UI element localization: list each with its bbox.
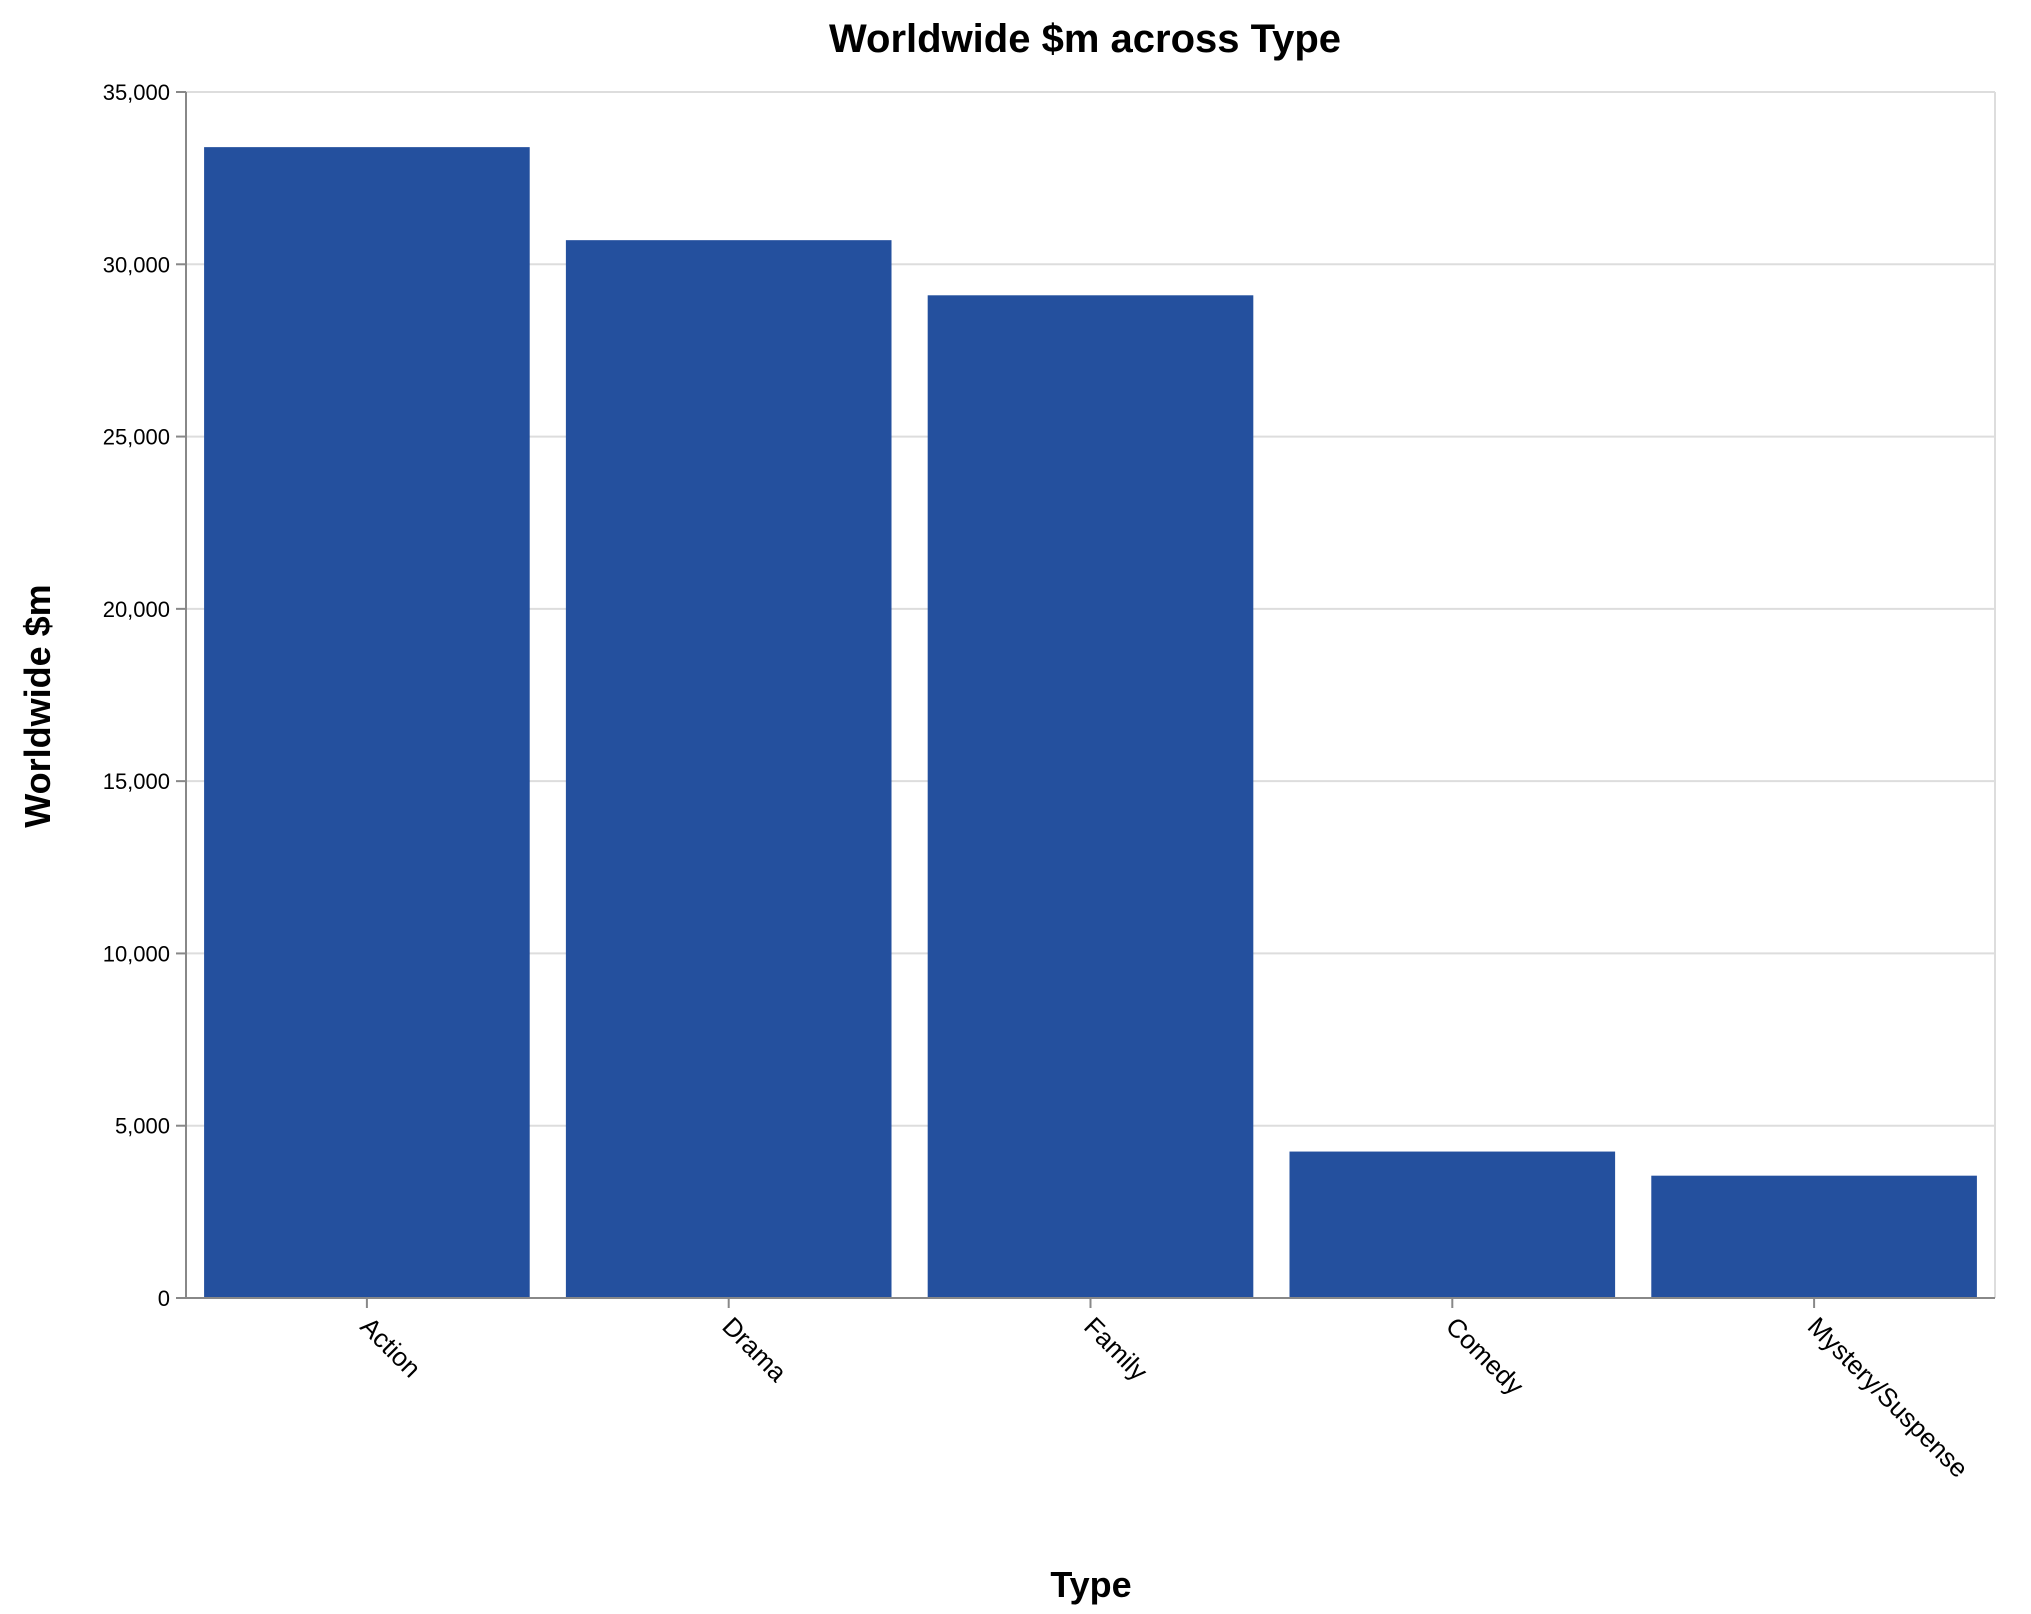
y-tick-label: 10,000 <box>103 941 170 966</box>
bar-family[interactable] <box>927 295 1254 1299</box>
chart-title: Worldwide $m across Type <box>829 17 1341 61</box>
x-tick-label: Comedy <box>1440 1311 1530 1401</box>
x-axis-ticks: Action Drama Family Comedy Mystery/Suspense <box>355 1298 1974 1483</box>
y-axis-ticks: 0 5,000 10,000 15,000 20,000 25,000 30,000 35,0… <box>103 80 186 1311</box>
bar-drama[interactable] <box>565 240 892 1298</box>
y-axis-title: Worldwide $m <box>17 584 58 827</box>
bar-mystery-suspense[interactable] <box>1651 1175 1977 1298</box>
x-tick-label: Family <box>1078 1311 1153 1386</box>
x-tick-label: Drama <box>716 1311 793 1388</box>
x-axis-title: Type <box>1050 1564 1131 1605</box>
bar-action[interactable] <box>204 147 530 1298</box>
y-tick-label: 30,000 <box>103 252 170 277</box>
bars <box>204 147 1977 1299</box>
y-tick-label: 25,000 <box>103 425 170 450</box>
y-tick-label: 0 <box>158 1286 170 1311</box>
x-tick-label: Mystery/Suspense <box>1802 1311 1974 1483</box>
y-tick-label: 35,000 <box>103 80 170 105</box>
y-tick-label: 15,000 <box>103 769 170 794</box>
bar-comedy[interactable] <box>1289 1151 1616 1298</box>
y-tick-label: 5,000 <box>115 1114 170 1139</box>
x-tick-label: Action <box>355 1311 427 1383</box>
y-tick-label: 20,000 <box>103 597 170 622</box>
